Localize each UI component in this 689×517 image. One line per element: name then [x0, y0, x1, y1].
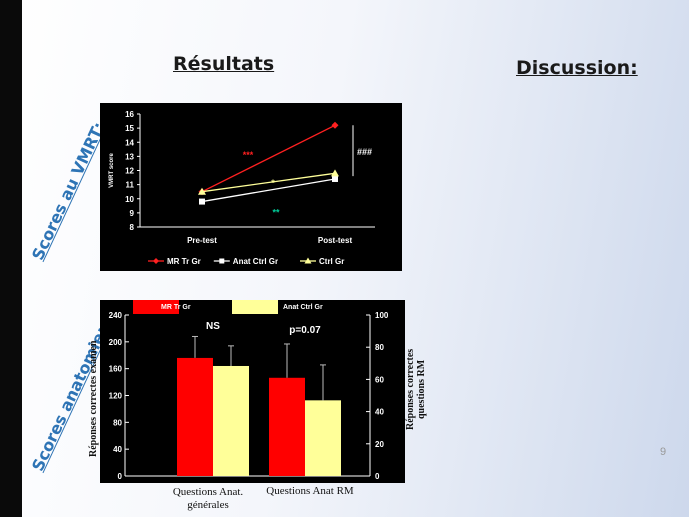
page-number: 9	[660, 446, 667, 458]
line-point	[331, 169, 339, 177]
line-point	[198, 187, 206, 195]
legend-marker	[153, 258, 159, 264]
bar-group-annotation: p=0.07	[289, 325, 321, 336]
bar-left-tick-label: 80	[113, 418, 122, 427]
bar-left-tick-label: 240	[109, 311, 123, 320]
bar-left-tick-label: 160	[109, 365, 123, 374]
bar-left-tick-label: 40	[113, 445, 122, 454]
left-dark-bar	[0, 0, 22, 517]
line-point	[331, 121, 339, 129]
line-y-tick-label: 14	[125, 138, 134, 147]
line-y-tick-label: 8	[130, 223, 135, 232]
bar-legend-swatch	[133, 300, 179, 314]
legend-marker	[219, 258, 225, 264]
bar-group-label-general: Questions Anat. générales	[163, 486, 253, 512]
legend-label: Anat Ctrl Gr	[233, 257, 278, 266]
bar	[177, 357, 213, 476]
line-y-tick-label: 12	[125, 167, 134, 176]
bar-legend-label: MR Tr Gr	[161, 304, 191, 311]
bar-left-tick-label: 200	[109, 338, 123, 347]
bar-group-label-general-line1: Questions Anat.	[172, 486, 244, 498]
line-y-axis-title: VMRT score	[109, 153, 115, 188]
line-point	[199, 198, 205, 205]
bar-group-label-mr-line1: Questions Anat RM	[266, 485, 354, 497]
bar-right-tick-label: 40	[375, 408, 384, 417]
line-annotation: ***	[243, 150, 254, 160]
bar-right-tick-label: 20	[375, 440, 384, 449]
line-y-tick-label: 13	[125, 152, 134, 161]
line-y-tick-label: 9	[130, 209, 135, 218]
legend-label: Ctrl Gr	[319, 257, 344, 266]
bar-legend-label: Anat Ctrl Gr	[283, 304, 323, 311]
bar-right-tick-label: 100	[375, 311, 389, 320]
bar-right-axis-title-line1: Réponses correctes	[405, 348, 416, 430]
line-annotation: *	[271, 178, 275, 188]
line-annotation: ###	[357, 147, 372, 157]
anatomy-bar-chart: 0 40 80 120 160 200 240 0 20 40 60 80 100 NS p=0.07 MR …	[109, 300, 389, 481]
line-series-0	[201, 124, 336, 193]
bar-right-tick-label: 80	[375, 343, 384, 352]
bar-right-tick-label: 60	[375, 375, 384, 384]
legend-marker	[304, 257, 312, 264]
line-x-tick-label: Pre-test	[187, 236, 217, 245]
bar-group-label-general-line2: générales	[187, 499, 229, 511]
line-point	[332, 175, 338, 182]
legend-label: MR Tr Gr	[167, 257, 201, 266]
line-x-tick-label: Post-test	[318, 236, 353, 245]
bar-group-label-mr: Questions Anat RM	[258, 485, 362, 498]
line-series-2	[201, 172, 336, 193]
line-series-1	[201, 178, 336, 203]
discussion-heading: Discussion:	[516, 57, 638, 79]
bar-group-annotation: NS	[206, 321, 220, 332]
line-y-tick-label: 16	[125, 110, 134, 119]
bar-left-tick-label: 120	[109, 392, 123, 401]
bar	[269, 377, 305, 476]
bar-right-axis-title: Réponses correctes questions RM	[405, 349, 427, 430]
vmrt-line-chart: 8 9 10 11 12 13 14 15 16 VMRT score Pre-test Post-t…	[109, 110, 375, 266]
bar-right-tick-label: 0	[375, 472, 380, 481]
vmrt-chart-panel: 8 9 10 11 12 13 14 15 16 VMRT score Pre-test Post-t…	[100, 103, 402, 271]
line-y-tick-label: 10	[125, 195, 134, 204]
line-y-tick-label: 15	[125, 124, 134, 133]
line-annotation: **	[272, 208, 280, 218]
bar	[213, 365, 249, 476]
bar-left-tick-label: 0	[118, 472, 123, 481]
line-y-tick-label: 11	[126, 181, 135, 190]
results-heading: Résultats	[173, 53, 275, 75]
anatomy-chart-panel: 0 40 80 120 160 200 240 0 20 40 60 80 100 NS p=0.07 MR …	[100, 300, 405, 483]
bar	[305, 400, 341, 476]
bar-legend-swatch	[232, 300, 278, 314]
bar-left-axis-title: Réponses correctes examen	[88, 340, 99, 457]
vmrt-section-label: Scores au VMRT:	[28, 119, 109, 264]
bar-right-axis-title-line2: questions RM	[416, 359, 427, 419]
